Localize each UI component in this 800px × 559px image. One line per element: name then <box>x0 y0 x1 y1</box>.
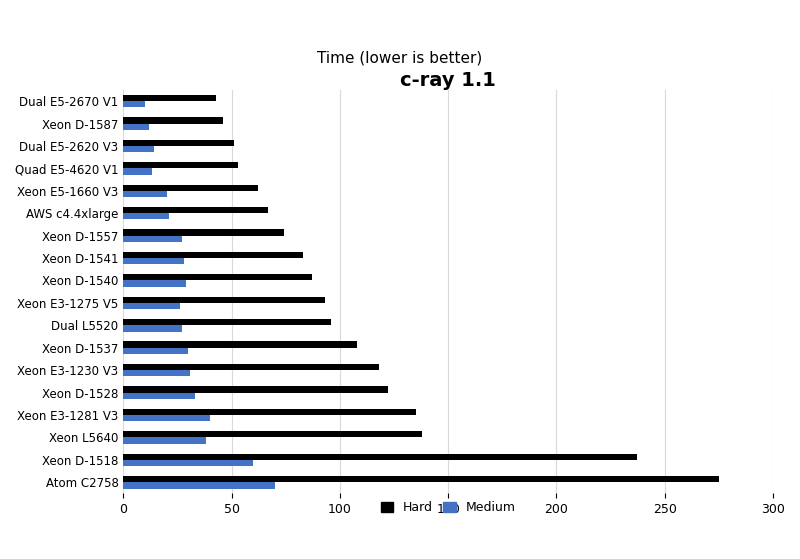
Bar <box>123 274 312 281</box>
Bar <box>123 146 154 152</box>
Bar <box>123 482 275 489</box>
Bar <box>123 437 206 444</box>
Bar <box>123 453 637 460</box>
Bar <box>123 370 190 376</box>
Bar <box>123 460 254 466</box>
Bar <box>123 297 325 303</box>
Bar <box>123 117 223 124</box>
Bar <box>123 236 182 242</box>
Bar <box>123 415 210 421</box>
Bar <box>123 252 303 258</box>
Bar <box>123 184 258 191</box>
Bar <box>123 229 284 236</box>
Text: Time (lower is better): Time (lower is better) <box>318 50 482 65</box>
Bar <box>123 319 331 325</box>
Bar <box>123 342 358 348</box>
Bar <box>123 101 145 107</box>
Bar <box>123 213 169 220</box>
Legend: Hard, Medium: Hard, Medium <box>376 496 521 519</box>
Bar <box>123 392 195 399</box>
Bar <box>123 258 184 264</box>
Bar <box>123 431 422 437</box>
Bar <box>123 364 379 370</box>
Bar <box>123 386 387 392</box>
Bar <box>123 95 217 101</box>
Bar <box>123 409 416 415</box>
Bar <box>123 191 166 197</box>
Bar <box>123 476 719 482</box>
Bar <box>123 124 150 130</box>
Title: c-ray 1.1: c-ray 1.1 <box>400 71 496 90</box>
Bar <box>123 162 238 168</box>
Bar <box>123 303 180 309</box>
Bar <box>123 140 234 146</box>
Bar <box>123 207 269 213</box>
Bar <box>123 281 186 287</box>
Bar <box>123 348 188 354</box>
Bar <box>123 325 182 331</box>
Bar <box>123 168 151 174</box>
